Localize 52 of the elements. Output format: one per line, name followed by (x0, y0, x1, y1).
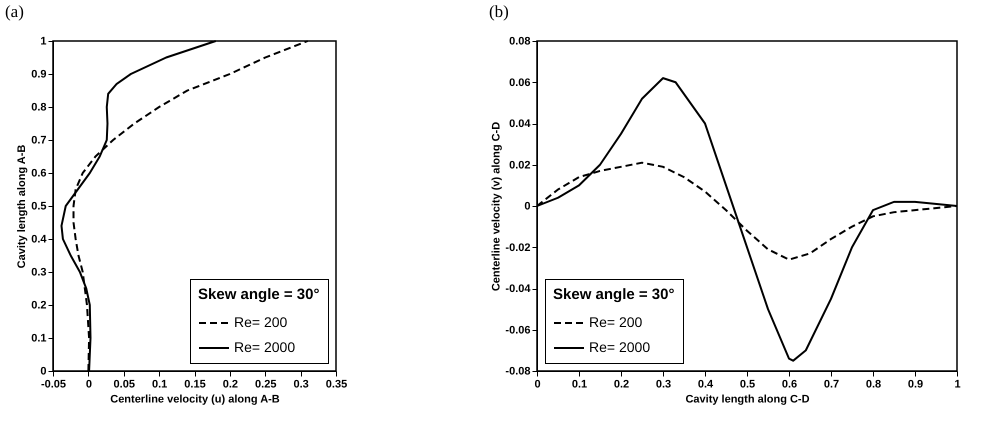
legend-label: Re= 200 (589, 314, 643, 330)
x-tick-label: 0.25 (255, 378, 276, 390)
x-tick-label: -0.05 (40, 378, 66, 390)
legend-title: Skew angle = 30° (553, 286, 674, 303)
x-tick-label: 0.9 (908, 378, 924, 390)
x-tick-label: 0.35 (326, 378, 348, 390)
chart-title: (a) (5, 2, 24, 21)
y-tick-label: -0.02 (505, 242, 530, 254)
legend-title: Skew angle = 30° (198, 286, 320, 303)
x-tick-label: 0.2 (614, 378, 630, 390)
y-axis-title: Cavity length along A-B (16, 144, 28, 268)
x-tick-label: 0 (534, 378, 541, 390)
x-tick-label: 0.3 (656, 378, 672, 390)
y-tick-label: 0.2 (31, 300, 46, 312)
chart-title: (b) (489, 2, 509, 21)
y-tick-label: 0.02 (509, 159, 530, 172)
x-tick-label: 0.1 (572, 378, 588, 390)
x-tick-label: 0.7 (824, 378, 840, 390)
x-tick-label: 0.05 (114, 378, 135, 390)
x-tick-label: 0.1 (152, 378, 168, 390)
x-tick-label: 0.4 (698, 378, 714, 390)
x-axis-title: Cavity length along C-D (685, 394, 810, 406)
y-tick-label: -0.06 (505, 324, 530, 336)
y-tick-label: 0 (524, 200, 530, 212)
x-tick-label: 0.6 (782, 378, 798, 390)
x-tick-label: 0.3 (293, 378, 309, 390)
y-tick-label: 0.1 (31, 332, 46, 344)
x-tick-label: 0.8 (866, 378, 882, 390)
legend-label: Re= 200 (234, 314, 288, 330)
x-tick-label: 1 (954, 378, 961, 390)
y-tick-label: -0.04 (505, 283, 532, 295)
x-tick-label: 0.5 (740, 378, 756, 390)
y-tick-label: 0.4 (31, 234, 48, 246)
x-tick-label: 0.2 (222, 378, 238, 390)
y-tick-label: 0.8 (31, 102, 46, 114)
x-tick-label: 0.15 (184, 378, 206, 390)
y-tick-label: 1 (40, 36, 46, 48)
y-axis-title: Centerline velocity (v) along C-D (490, 122, 502, 292)
y-tick-label: 0.06 (509, 76, 530, 89)
y-tick-label: 0.5 (31, 200, 46, 212)
y-tick-label: 0 (40, 366, 46, 378)
y-tick-label: 0.7 (31, 134, 46, 146)
y-tick-label: 0.9 (31, 68, 46, 80)
y-tick-label: 0.3 (31, 266, 46, 278)
y-tick-label: 0.04 (509, 118, 532, 130)
y-tick-label: 0.6 (31, 168, 46, 180)
y-tick-label: 0.08 (509, 36, 530, 48)
x-tick-label: 0 (86, 378, 92, 390)
legend-label: Re= 2000 (589, 339, 650, 355)
x-axis-title: Centerline velocity (u) along A-B (110, 394, 280, 406)
legend-label: Re= 2000 (234, 339, 296, 355)
y-tick-label: -0.08 (505, 366, 530, 378)
